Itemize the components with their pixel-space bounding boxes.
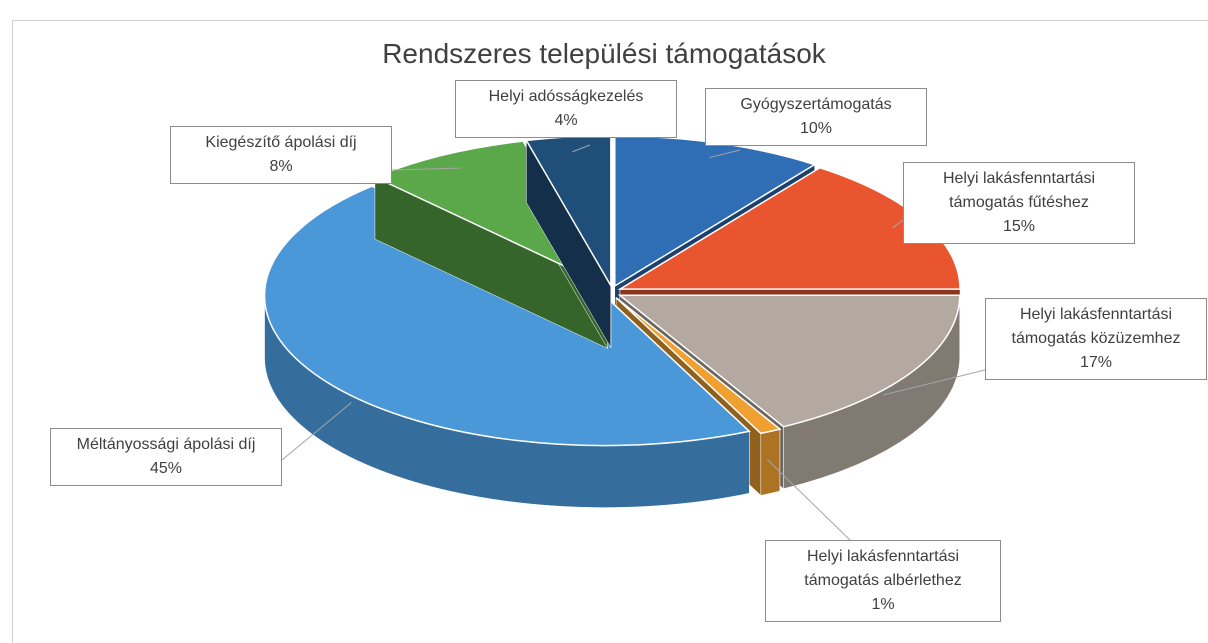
label-value: 45% (149, 460, 183, 477)
leader-line (767, 459, 851, 541)
data-label: Kiegészítő ápolási díj 8% (170, 126, 392, 184)
slice-top (617, 294, 961, 428)
leader-line (883, 369, 986, 396)
leader-line (391, 167, 461, 171)
slice-top (263, 185, 751, 447)
slice (263, 185, 751, 508)
data-label: Helyi lakásfenntartási támogatás közüzem… (985, 298, 1207, 380)
data-label: Helyi lakásfenntartási támogatás fűtéshe… (903, 162, 1135, 244)
label-name: Helyi adósságkezelés (488, 88, 644, 105)
label-name: Helyi lakásfenntartási támogatás közüzem… (1011, 306, 1181, 347)
label-value: 17% (1079, 354, 1113, 371)
label-value: 1% (871, 596, 895, 613)
leader-line (709, 149, 741, 159)
label-value: 4% (554, 112, 578, 129)
data-label: Gyógyszertámogatás 10% (705, 88, 927, 146)
chart-title: Rendszeres települési támogatások (382, 38, 826, 69)
label-value: 15% (1002, 218, 1036, 235)
label-name: Helyi lakásfenntartási támogatás albérle… (804, 548, 962, 589)
leader-line (892, 219, 904, 229)
leader-line (281, 402, 352, 461)
label-name: Helyi lakásfenntartási támogatás fűtéshe… (942, 170, 1096, 211)
label-value: 8% (269, 158, 293, 175)
label-name: Gyógyszertámogatás (740, 96, 892, 113)
data-label: Helyi adósságkezelés 4% (455, 80, 677, 138)
leader-line (572, 144, 591, 153)
data-label: Méltányossági ápolási díj 45% (50, 428, 282, 486)
slice-top (615, 297, 782, 435)
chart-frame (12, 20, 1208, 643)
label-name: Méltányossági ápolási díj (76, 436, 256, 453)
label-value: 10% (799, 120, 833, 137)
label-name: Kiegészítő ápolási díj (205, 134, 357, 151)
data-label: Helyi lakásfenntartási támogatás albérle… (765, 540, 1001, 622)
